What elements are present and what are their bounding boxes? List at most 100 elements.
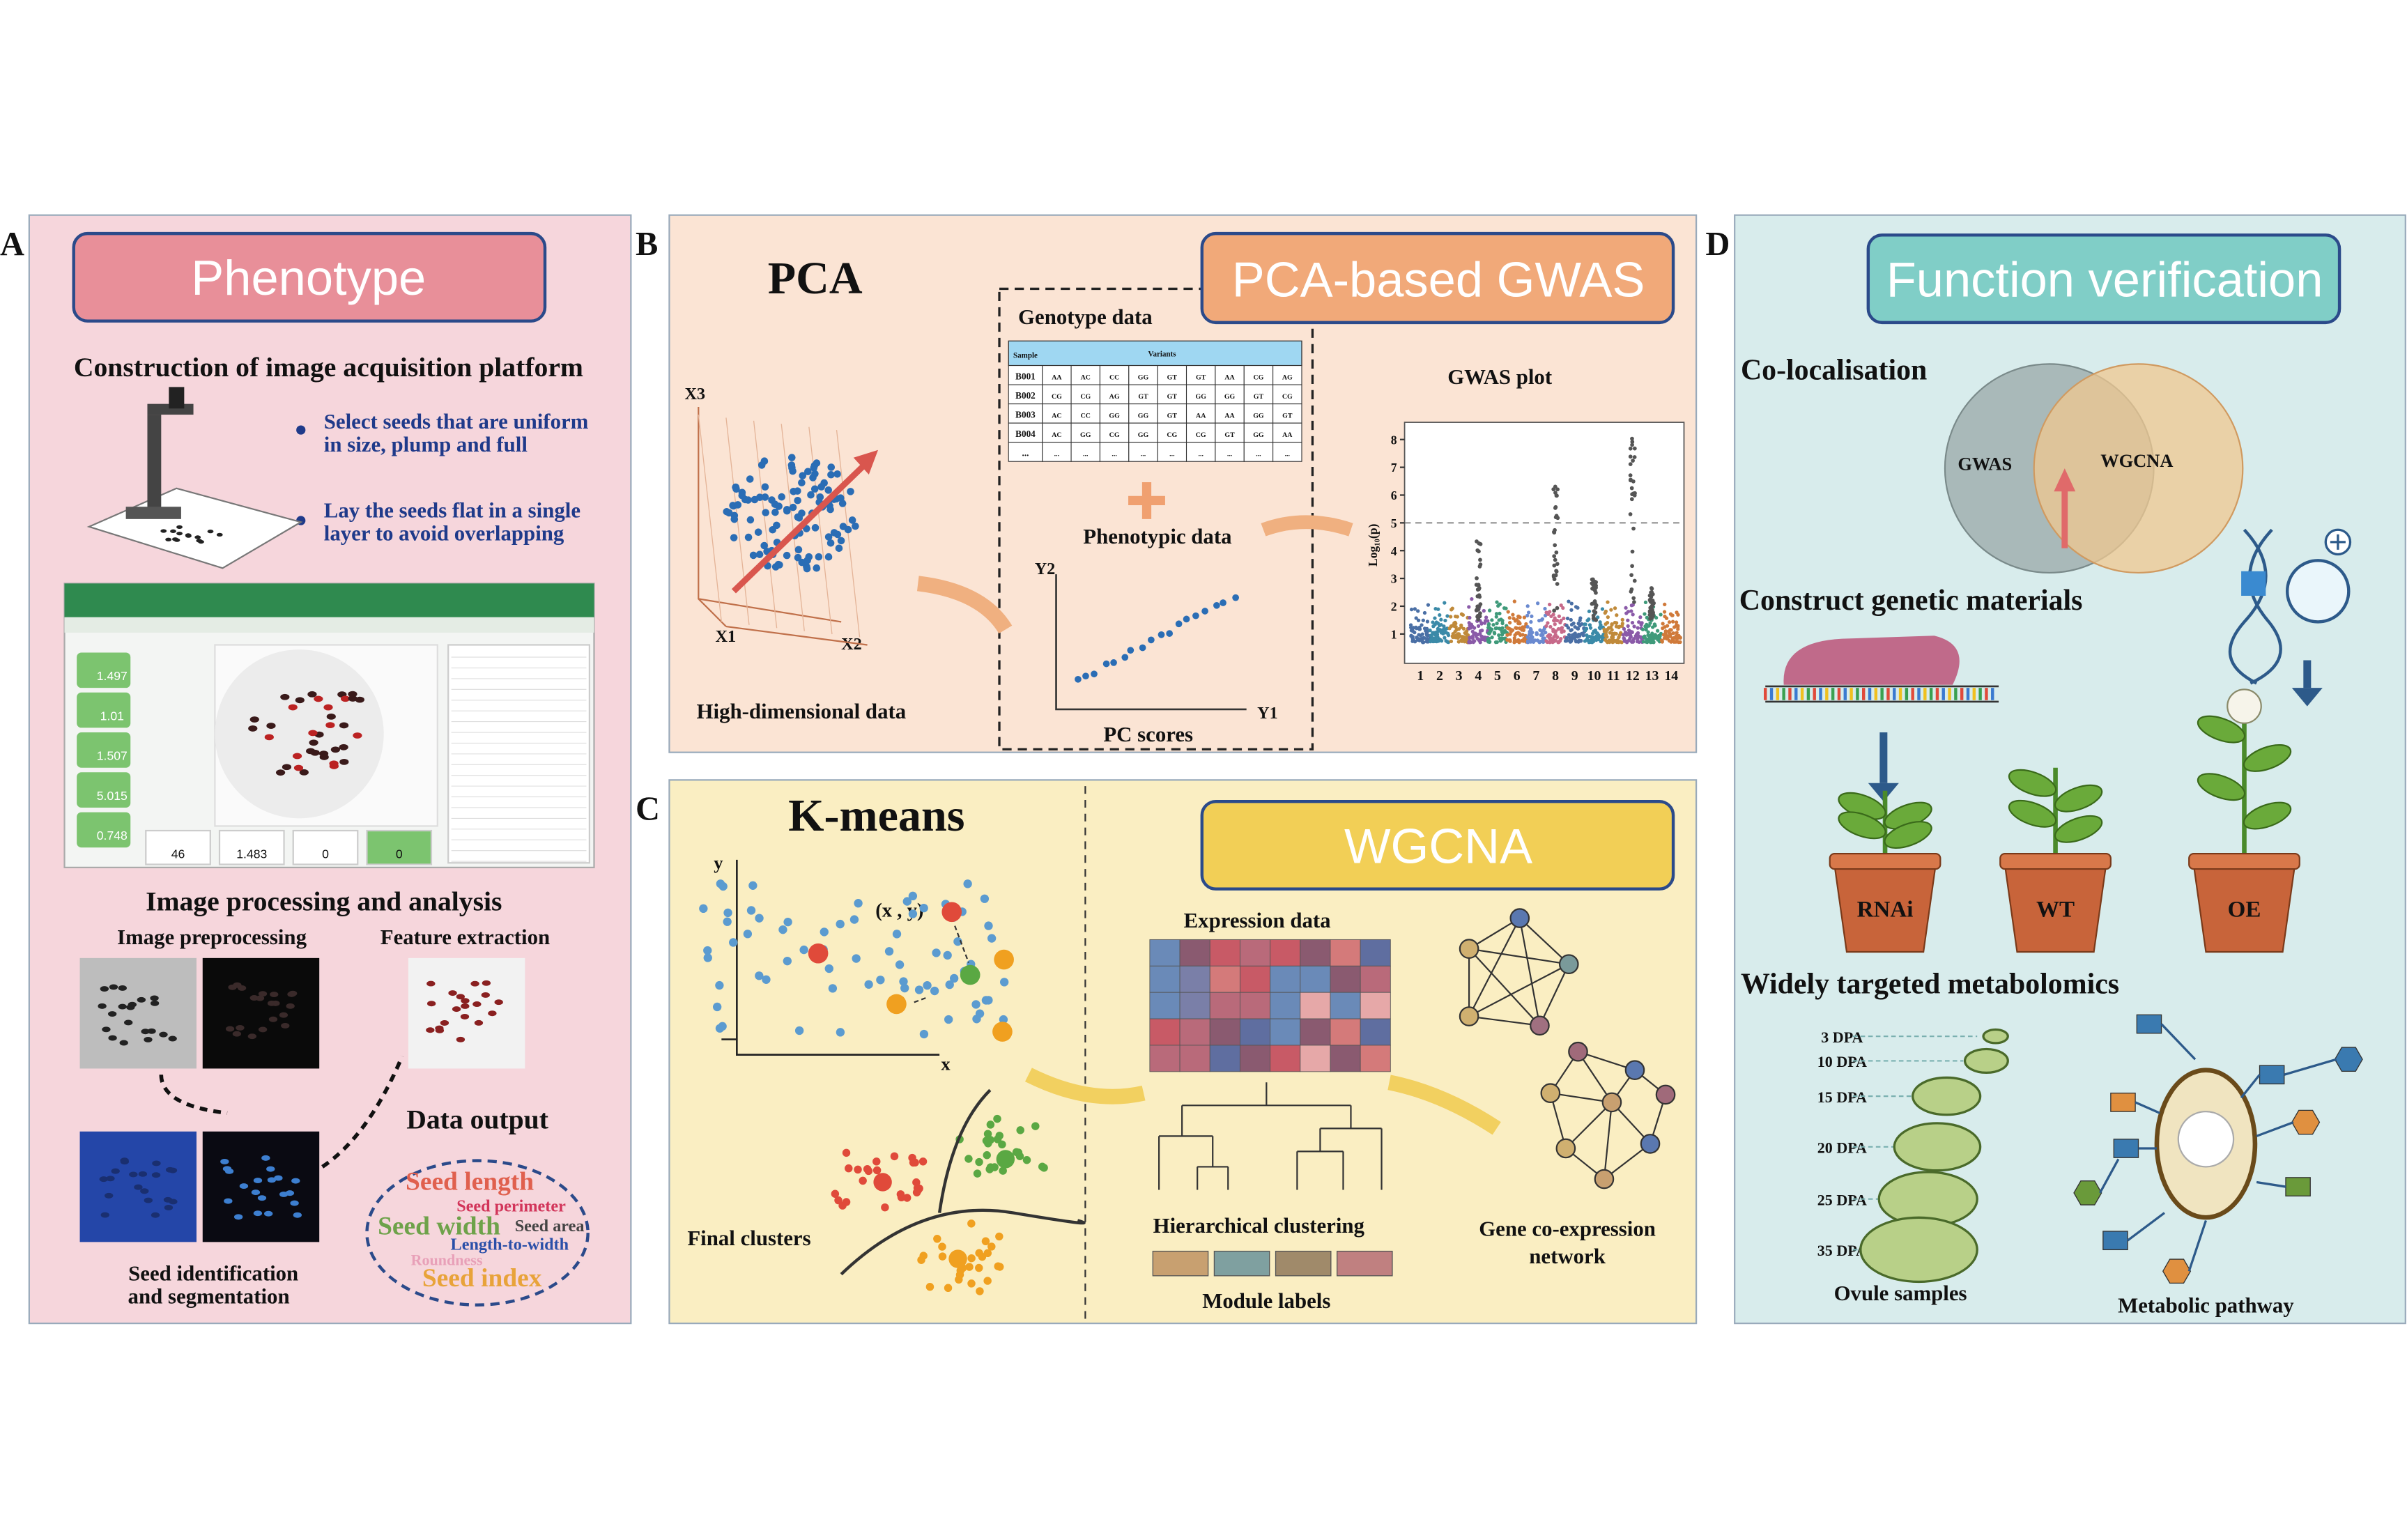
label: GG [1080,431,1091,439]
thumbnail [79,957,197,1069]
pc-arrowhead [853,449,879,475]
snp [1433,616,1437,620]
label: 1.483 [236,847,267,861]
kmeans-point [783,956,792,966]
snp [1475,604,1480,609]
x-tick-label: 6 [1514,668,1521,684]
grid-3d [808,426,833,635]
snp [1472,639,1477,643]
snp [1528,640,1533,644]
trait: Roundness [411,1251,483,1268]
kmeans-point [987,934,997,943]
snp [1663,614,1667,619]
seed [140,1188,149,1194]
snp [1604,633,1608,638]
heatmap-cell [1179,1018,1210,1046]
snp [1486,640,1491,644]
heatmap-cell [1360,939,1391,967]
snp [1511,613,1515,617]
label: ... [1083,451,1089,459]
pca-point [741,495,749,504]
snp [1628,473,1633,478]
table-cell [1185,442,1216,462]
snp [1467,605,1471,609]
snp [1413,640,1417,644]
snp [1615,613,1619,617]
kmeans-point [755,971,764,980]
kmeans-point [972,1015,981,1024]
pca-point [820,479,828,487]
network-edge [1468,1015,1540,1026]
y-tick-label: 6 [1391,488,1397,502]
cluster-point [944,1284,953,1293]
seed [323,704,333,711]
pca-point [807,491,815,499]
snp [1626,624,1630,629]
cluster-point [925,1282,935,1291]
kmeans-point [824,964,833,973]
label: GG [1138,431,1149,439]
centroid [808,943,829,964]
cluster-point [986,1136,994,1144]
trait: Seed length [406,1167,534,1196]
caption: Phenotypic data [1083,525,1231,548]
value-box [77,732,131,768]
snp [1631,526,1636,531]
seed [461,998,470,1004]
snp [1652,640,1656,644]
camera [169,387,185,409]
snp [1631,640,1636,644]
metabolite [2113,1139,2139,1158]
cluster-point [908,1153,916,1162]
seed [280,693,290,700]
network-node [1459,1006,1479,1026]
snp [1650,625,1655,629]
point-label: (x , y) [875,899,923,921]
snp [1554,569,1559,574]
heatmap-cell [1270,939,1301,967]
label: AA [1224,374,1235,381]
snp [1554,493,1559,498]
kmeans-point [852,954,861,963]
snp [1577,638,1581,642]
snp [1552,530,1556,534]
pc-point [1175,620,1183,628]
label: AC [1052,431,1061,439]
heatmap-cell [1179,939,1210,967]
seed [100,1212,109,1218]
heatmap-cell [1239,965,1271,993]
seed [257,1195,267,1201]
snp [1638,615,1643,619]
cluster-point [933,1235,941,1243]
heading: GWAS plot [1447,365,1553,389]
network-edge [1539,964,1570,1026]
snp [1476,583,1481,587]
label: CG [1167,431,1177,439]
cluster-boundary [840,1088,1086,1276]
pca-point [827,463,836,471]
snp [1416,609,1420,613]
leaf [1884,821,1932,849]
snp [1555,516,1560,521]
snp [1590,631,1595,636]
label: 0.748 [97,829,128,842]
seed [176,525,183,530]
snp [1491,622,1495,627]
snp [1630,436,1634,441]
snp [1434,620,1438,624]
heading: Image processing and analysis [146,886,502,917]
snp [1563,639,1568,643]
table-cell [1099,403,1130,424]
pca-point [775,502,783,510]
snp [1669,640,1673,644]
snp [1414,625,1418,629]
pca-point [760,541,768,550]
module-label [1275,1250,1332,1277]
metabolite [2102,1231,2128,1251]
snp [1445,640,1450,644]
snp [1477,614,1482,619]
x-tick-label: 13 [1645,668,1659,684]
label: Sample [1013,352,1038,360]
thumbnail [408,957,525,1069]
seed [348,695,357,702]
